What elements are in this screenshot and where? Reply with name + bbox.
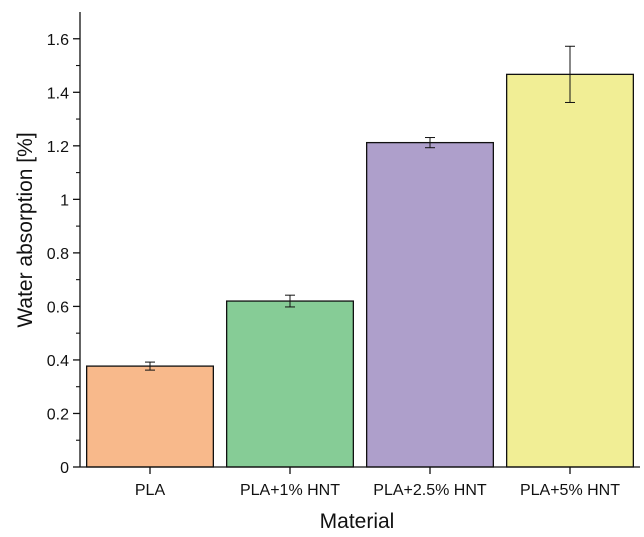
y-axis-title: Water absorption [%] bbox=[14, 132, 37, 327]
y-tick-label: 1.6 bbox=[47, 32, 69, 49]
x-tick-label: PLA+2.5% HNT bbox=[373, 482, 487, 499]
y-tick-label: 1 bbox=[60, 192, 69, 209]
y-tick-label: 0.2 bbox=[47, 406, 69, 423]
error-bars bbox=[145, 45, 575, 371]
bar bbox=[365, 141, 494, 468]
x-tick-label: PLA+5% HNT bbox=[520, 482, 620, 499]
y-tick-label: 0.6 bbox=[47, 299, 69, 316]
bars bbox=[86, 73, 634, 468]
y-tick-label: 0.4 bbox=[47, 353, 69, 370]
x-tick-label: PLA bbox=[135, 482, 166, 499]
y-tick-label: 0 bbox=[60, 460, 69, 477]
y-tick-label: 0.8 bbox=[47, 246, 69, 263]
x-axis-title: Material bbox=[320, 510, 395, 533]
x-axis: PLA PLA+1% HNT PLA+2.5% HNT PLA+5% HNT bbox=[80, 466, 640, 499]
bar bbox=[86, 365, 214, 468]
y-tick-label: 1.2 bbox=[47, 139, 69, 156]
bar bbox=[505, 73, 634, 468]
y-axis: 0 0.2 0.4 0.6 0.8 1 1.2 1.4 1.6 bbox=[47, 12, 81, 477]
y-tick-label: 1.4 bbox=[47, 85, 69, 102]
plot-area: 00.20.40.60.811.21.41.6 PLA PLA+1% HNT PLA… bbox=[47, 12, 640, 499]
x-tick-label: PLA+1% HNT bbox=[240, 482, 340, 499]
bar bbox=[225, 300, 354, 468]
